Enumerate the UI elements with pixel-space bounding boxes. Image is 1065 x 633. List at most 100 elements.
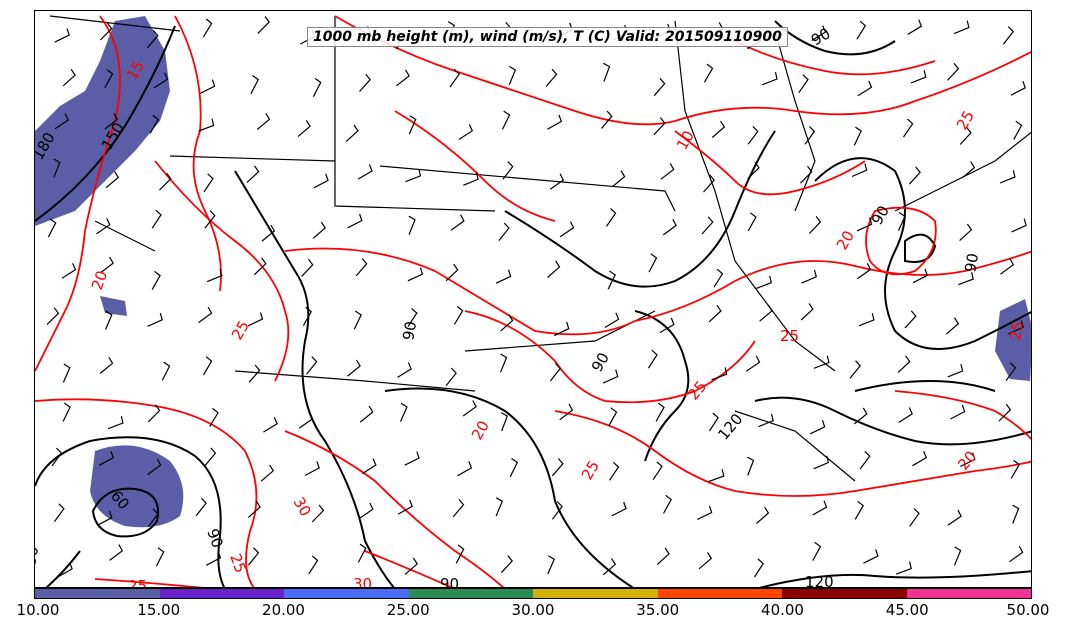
wind-barb xyxy=(301,258,314,277)
temperature-label: 30 xyxy=(353,575,372,588)
wind-barb xyxy=(260,464,275,482)
wind-barb xyxy=(46,307,60,326)
wind-barb xyxy=(257,16,270,34)
wind-barb xyxy=(105,171,120,189)
wind-barb xyxy=(547,260,561,278)
temperature-label: 20 xyxy=(833,227,858,253)
wind-barb xyxy=(457,461,473,477)
wind-barb xyxy=(608,407,618,427)
wind-barb xyxy=(909,508,920,527)
wind-barb xyxy=(198,306,213,324)
colorbar xyxy=(34,588,1032,599)
wind-barb xyxy=(747,456,755,476)
wind-barb xyxy=(999,170,1016,184)
wind-barb xyxy=(559,403,574,421)
wind-barb xyxy=(397,499,413,515)
wind-barb xyxy=(355,258,368,277)
wind-barb xyxy=(104,113,119,130)
wind-barb xyxy=(959,223,973,242)
wind-barb xyxy=(202,18,213,38)
wind-barb xyxy=(856,217,873,232)
wind-barb xyxy=(1002,26,1014,45)
wind-barb xyxy=(500,412,509,432)
wind-barb xyxy=(246,165,260,184)
wind-barb xyxy=(659,317,675,334)
wind-barb xyxy=(551,501,563,520)
wind-barb xyxy=(62,402,71,422)
wind-barb xyxy=(62,68,76,87)
wind-barb xyxy=(857,80,873,97)
wind-barb xyxy=(407,307,418,327)
wind-barb xyxy=(950,404,966,420)
wind-barb xyxy=(545,68,558,87)
wind-barb xyxy=(206,551,222,566)
wind-barb xyxy=(1013,120,1023,140)
wind-barb xyxy=(601,110,613,129)
wind-barb xyxy=(248,547,260,566)
wind-barb xyxy=(404,451,420,466)
temperature-label: 25 xyxy=(228,317,253,343)
wind-barb xyxy=(155,547,165,567)
colorbar-segment xyxy=(533,589,658,598)
wind-barb xyxy=(463,172,479,186)
wind-barb xyxy=(549,173,565,190)
wind-barb xyxy=(1012,504,1020,524)
wind-barb xyxy=(897,211,906,232)
wind-barb xyxy=(357,543,367,563)
wind-barb xyxy=(713,268,724,288)
wind-barb xyxy=(547,555,555,575)
wind-barb xyxy=(652,461,663,481)
temperature-label: 25 xyxy=(226,551,249,575)
wind-barb xyxy=(856,263,872,280)
wind-barb xyxy=(359,502,374,519)
wind-barb xyxy=(151,209,162,229)
wind-barb xyxy=(854,407,868,425)
wind-barb xyxy=(198,118,215,132)
wind-barb xyxy=(353,310,362,330)
wind-barb xyxy=(853,126,862,146)
wind-barb xyxy=(206,268,223,283)
wind-barb xyxy=(312,77,322,97)
wind-barb xyxy=(604,312,620,329)
map-panel: 180 150 90 90 90 60 90 90 120 120 90 90 … xyxy=(34,10,1032,588)
wind-barb xyxy=(499,353,508,373)
wind-barb xyxy=(912,450,928,467)
wind-barb xyxy=(263,417,278,433)
wind-barb xyxy=(897,355,911,374)
wind-barb xyxy=(204,447,217,466)
wind-barb xyxy=(662,494,672,514)
wind-barb xyxy=(947,62,960,81)
wind-barb xyxy=(947,509,962,526)
wind-barb xyxy=(756,506,770,525)
wind-barb xyxy=(756,275,772,289)
wind-barb xyxy=(359,405,374,423)
colorbar-tick-label: 35.00 xyxy=(636,601,680,619)
wind-barb xyxy=(161,361,171,381)
wind-barb xyxy=(449,68,460,88)
wind-barb xyxy=(312,221,326,239)
wind-barb xyxy=(54,113,69,130)
state-boundaries xyxy=(49,15,1031,482)
wind-barb xyxy=(747,125,759,145)
wind-barb xyxy=(660,163,675,180)
temperature-label: 20 xyxy=(468,417,493,443)
wind-barb xyxy=(306,356,318,375)
wind-barb xyxy=(910,70,927,84)
wind-barb xyxy=(761,71,778,86)
temperature-label: 25 xyxy=(1006,320,1027,342)
wind-barb xyxy=(105,310,113,330)
map-title: 1000 mb height (m), wind (m/s), T (C) Va… xyxy=(307,27,788,47)
wind-barb xyxy=(854,500,864,520)
wind-barb xyxy=(653,77,666,97)
wind-barb xyxy=(753,558,764,578)
height-label: 120 xyxy=(805,573,834,588)
wind-barb xyxy=(602,369,619,384)
wind-barb xyxy=(800,165,813,184)
wind-barb xyxy=(912,268,929,284)
wind-barb xyxy=(1010,81,1026,96)
wind-barb xyxy=(408,115,417,135)
wind-barb xyxy=(953,546,962,566)
colorbar-segment xyxy=(657,589,782,598)
wind-barb xyxy=(607,270,616,290)
wind-barb xyxy=(1005,362,1017,382)
